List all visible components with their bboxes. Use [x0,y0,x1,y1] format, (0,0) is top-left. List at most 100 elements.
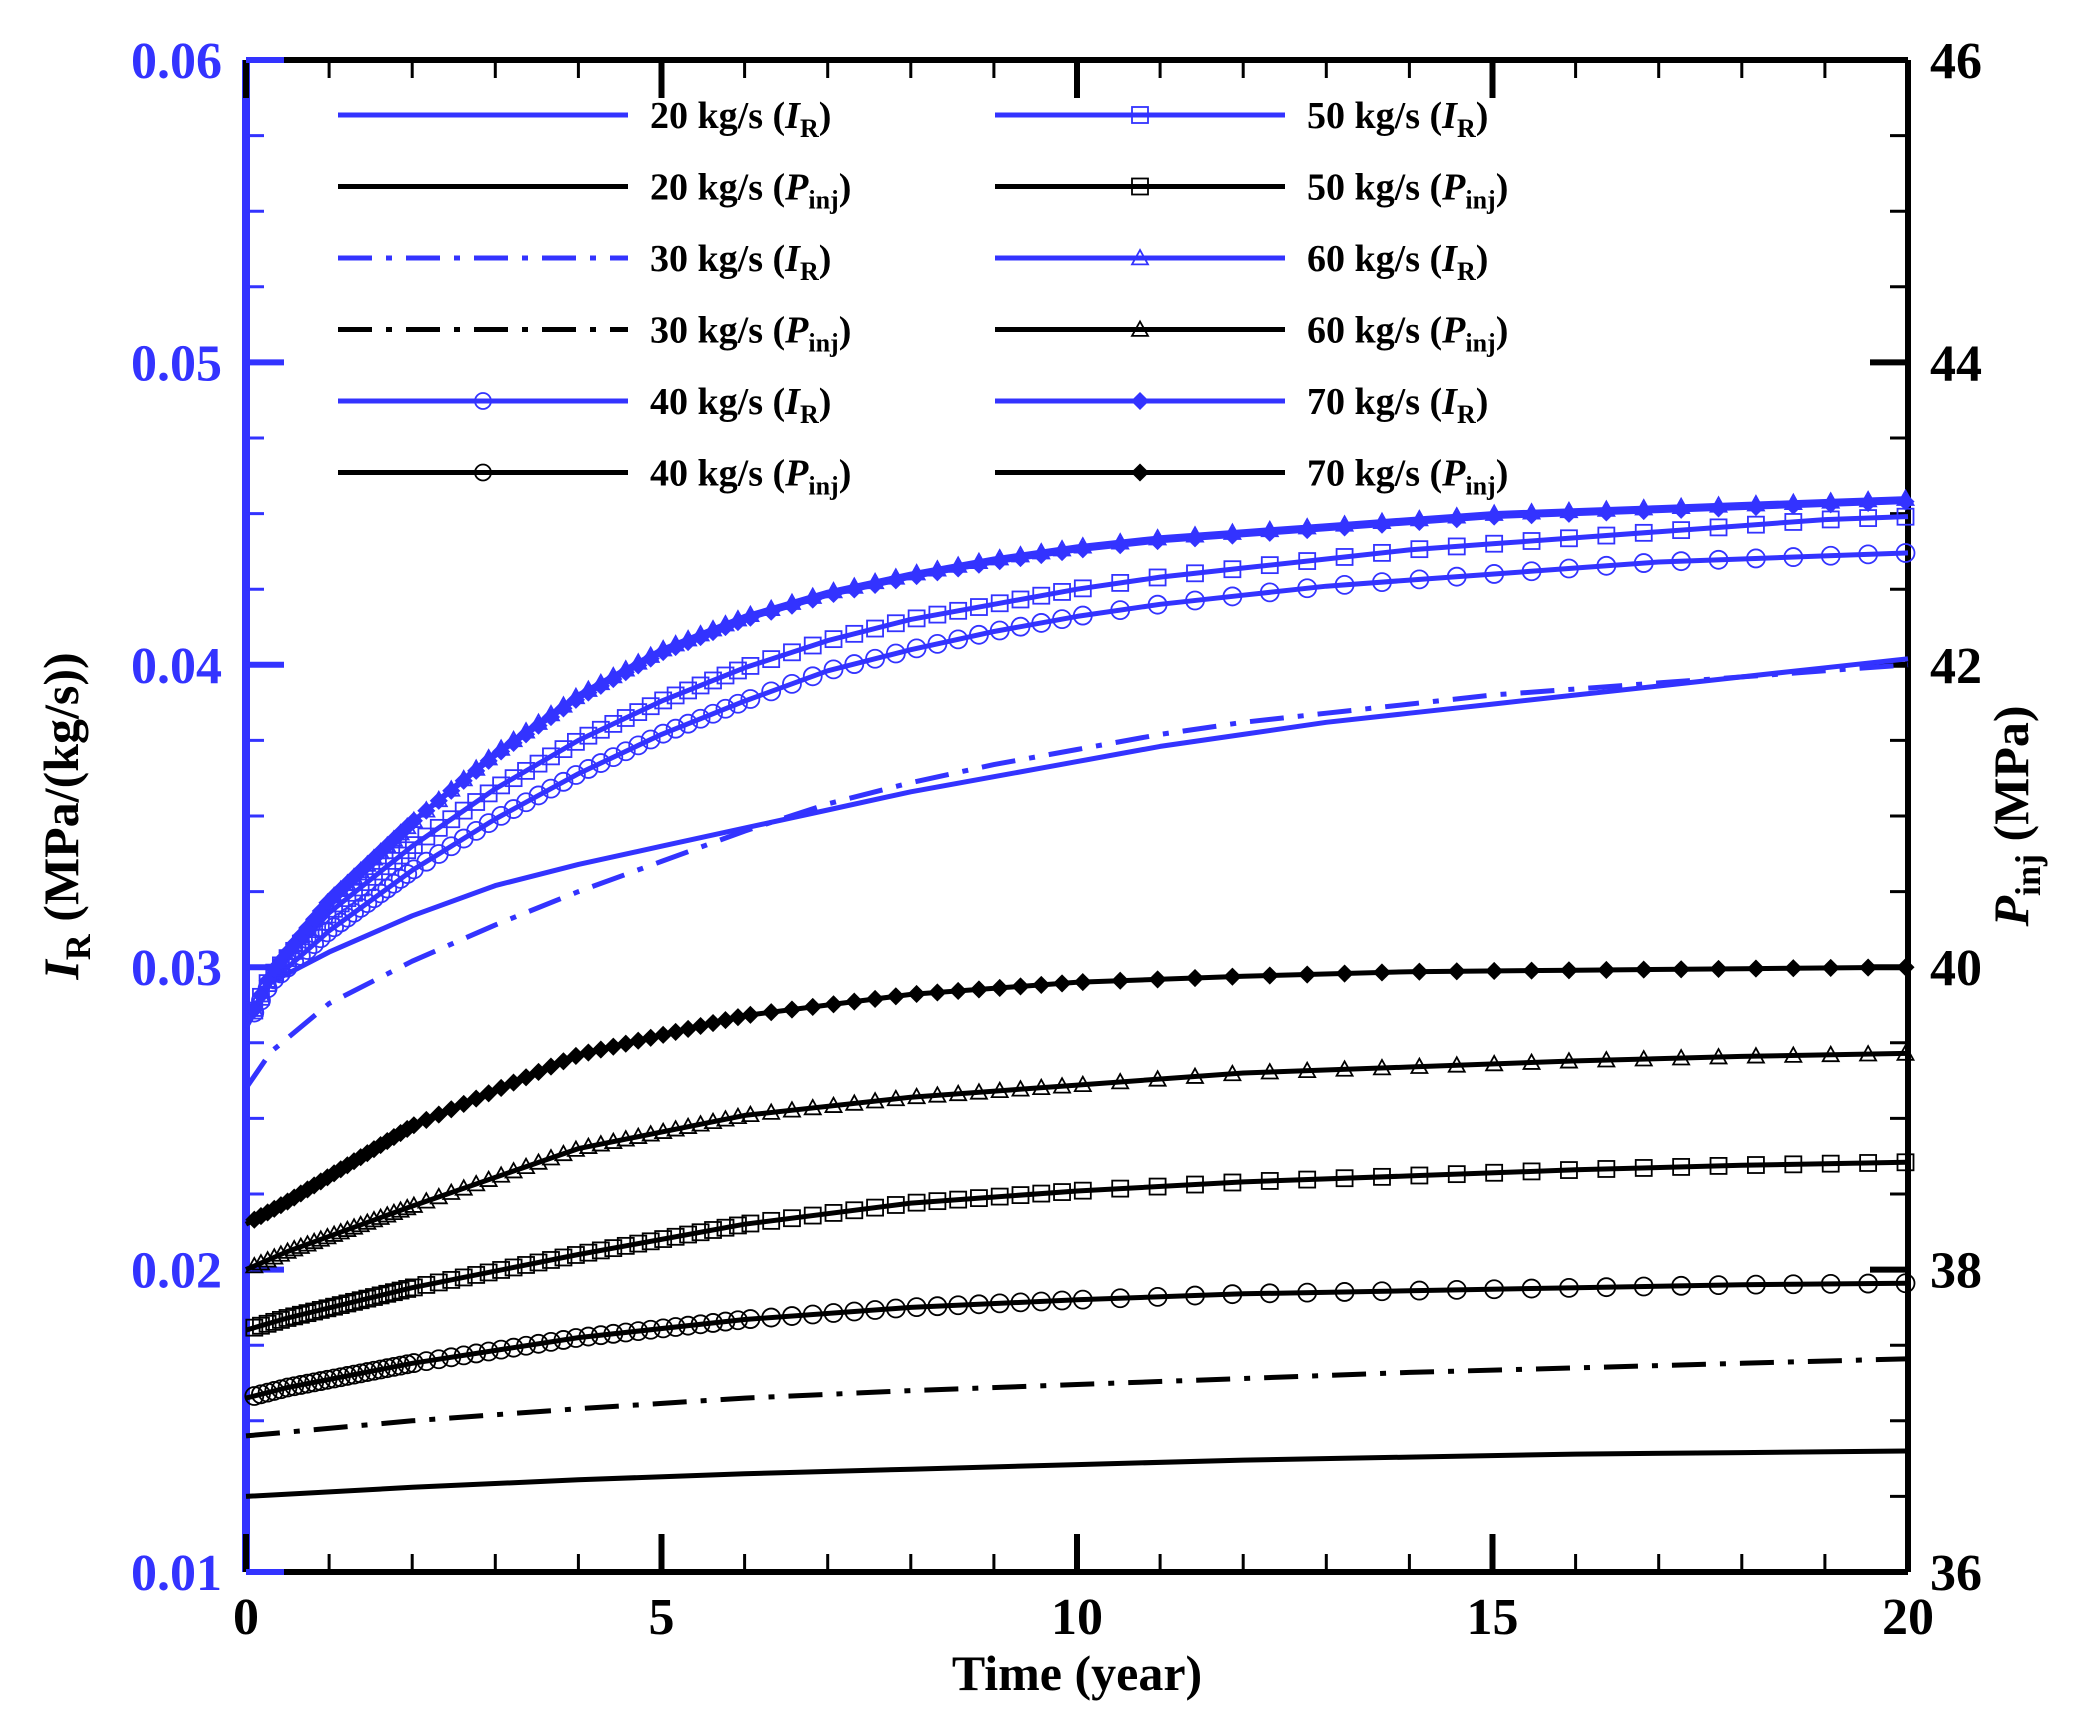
series-50-kg-s-ir-marker [1672,521,1691,540]
series-50-kg-s-ir-marker [762,650,781,669]
series-50-kg-s-pinj-marker [691,1223,710,1242]
series-50-kg-s-pinj-marker [666,1227,685,1246]
series-50-kg-s-pinj-marker [1335,1169,1354,1188]
series-70-kg-s-pinj-marker [1746,959,1765,978]
series-40-kg-s-pinj-marker [1446,1280,1467,1300]
series-40-kg-s-pinj-marker [403,1353,424,1373]
right-y-axis-title: Pinj (MPa) [1983,705,2048,927]
series-50-kg-s-ir [243,507,1915,1029]
series-40-kg-s-ir-marker [1708,549,1729,570]
series-70-kg-s-ir-marker [1896,492,1915,511]
left-y-tick-label: 0.03 [131,940,222,997]
series-50-kg-s-ir-marker [1522,532,1541,550]
left-y-tick-label: 0.04 [131,638,222,695]
left-y-tick-label: 0.05 [131,335,222,392]
series-40-kg-s-ir-marker [478,813,499,834]
series-70-kg-s-ir-marker [641,649,660,668]
series-50-kg-s-ir-marker [1073,579,1092,598]
series-40-kg-s-ir-marker [344,902,364,923]
series-60-kg-s-pinj-marker [782,1100,802,1118]
series-50-kg-s-pinj-marker [1747,1156,1765,1174]
series-40-kg-s-pinj-marker [703,1313,723,1333]
series-40-kg-s-pinj-marker [1185,1285,1205,1306]
series-70-kg-s-pinj-marker [716,1011,735,1030]
series-70-kg-s-ir-marker [591,676,610,695]
series-70-kg-s-pinj-marker [949,981,968,1001]
series-40-kg-s-pinj-marker [948,1295,969,1316]
series-70-kg-s-pinj-marker [629,1031,648,1050]
series-50-kg-s-ir-marker [704,671,722,690]
series-60-kg-s-pinj-marker [628,1126,648,1144]
series-60-kg-s-pinj-marker [1709,1047,1729,1065]
series-50-kg-s-pinj-marker [338,1294,357,1313]
series-40-kg-s-pinj-marker [1409,1280,1430,1301]
series-60-kg-s-pinj-marker [441,1182,461,1200]
series-50-kg-s-ir-marker [866,619,884,638]
series-70-kg-s-ir-marker [1447,510,1466,529]
legend-label-symbol: P [1441,310,1466,352]
legend-label-subscript: inj [808,329,838,358]
series-70-kg-s-ir-marker [479,751,498,770]
series-70-kg-s-ir-marker [529,716,548,735]
series-70-kg-s-pinj-marker [1011,977,1030,996]
series-60-kg-s-pinj-marker [728,1106,748,1125]
legend-label-close: ) [1496,167,1509,209]
series-60-kg-s-pinj-marker [865,1091,885,1109]
legend-label: 50 kg/s (IR) [1307,95,1488,143]
series-50-kg-s-pinj-marker [845,1201,864,1220]
series-60-kg-s-pinj-marker [1148,1069,1168,1087]
series-40-kg-s-ir-marker [590,753,611,773]
series-60-kg-s-pinj-marker [1746,1046,1766,1064]
series-70-kg-s-pinj-marker [886,987,905,1006]
x-tick-label: 5 [649,1589,675,1646]
series-40-kg-s-ir-marker [906,638,927,659]
series-70-kg-s-ir-marker [703,623,723,642]
series-50-kg-s-pinj-marker [604,1239,623,1258]
legend-label-close: ) [1476,238,1489,280]
series-70-kg-s-pinj-marker [1447,962,1466,981]
series-60-kg-s-pinj-marker [331,1222,351,1240]
series-60-kg-s-pinj-marker [516,1156,536,1175]
series-70-kg-s-pinj-marker [442,1100,461,1119]
series-70-kg-s-ir-marker [1032,546,1051,565]
series-50-kg-s-pinj-marker [325,1297,343,1316]
series-50-kg-s-pinj-marker [970,1189,988,1208]
series-40-kg-s-ir-marker [678,713,698,734]
series-70-kg-s-ir-marker [1111,536,1130,555]
series-60-kg-s-pinj-marker [969,1082,989,1100]
series-70-kg-s-ir-marker [1298,521,1317,540]
series-50-kg-s-ir-marker [654,691,673,710]
series-50-kg-s-ir-marker [803,636,822,655]
series-40-kg-s-ir-marker [1185,590,1205,611]
legend-label: 30 kg/s (Pinj) [650,310,851,358]
series-40-kg-s-ir-marker [703,703,723,724]
series-70-kg-s-ir-marker [866,575,885,594]
series-40-kg-s-ir-marker [989,620,1010,641]
series-60-kg-s-pinj-marker [429,1187,449,1205]
series-40-kg-s-ir-marker [541,778,561,799]
series-40-kg-s-ir-marker [1521,561,1542,582]
series-70-kg-s-pinj-marker [641,1028,660,1047]
left-y-tick-label: 0.02 [131,1243,222,1300]
series-50-kg-s-pinj-marker [285,1307,304,1326]
series-50-kg-s-pinj-marker [641,1232,660,1251]
legend-label-symbol: I [1441,95,1458,137]
series-50-kg-s-ir-marker [641,697,660,716]
series-60-kg-s-pinj-marker [653,1121,673,1139]
legend-label-close: ) [839,453,852,495]
series-40-kg-s-pinj-marker [1820,1274,1841,1294]
series-70-kg-s-ir-marker [716,618,735,637]
series-50-kg-s-pinj-marker [305,1302,324,1321]
series-70-kg-s-pinj-marker [907,984,926,1004]
legend-item-20-kg-s-pinj: 20 kg/s (Pinj) [338,167,851,215]
series-60-kg-s-pinj-marker [1596,1050,1616,1068]
series-40-kg-s-ir-marker [761,681,782,702]
legend-item-40-kg-s-ir: 40 kg/s (IR) [338,381,831,429]
series-70-kg-s-pinj-marker [1032,975,1051,994]
series-40-kg-s-pinj-marker [802,1304,823,1325]
series-40-kg-s-pinj-marker [715,1311,736,1332]
series-70-kg-s-ir-marker [803,590,822,609]
legend-label-symbol: I [1441,381,1458,423]
series-70-kg-s-pinj-marker [969,980,989,999]
series-60-kg-s-pinj-marker [264,1247,284,1265]
